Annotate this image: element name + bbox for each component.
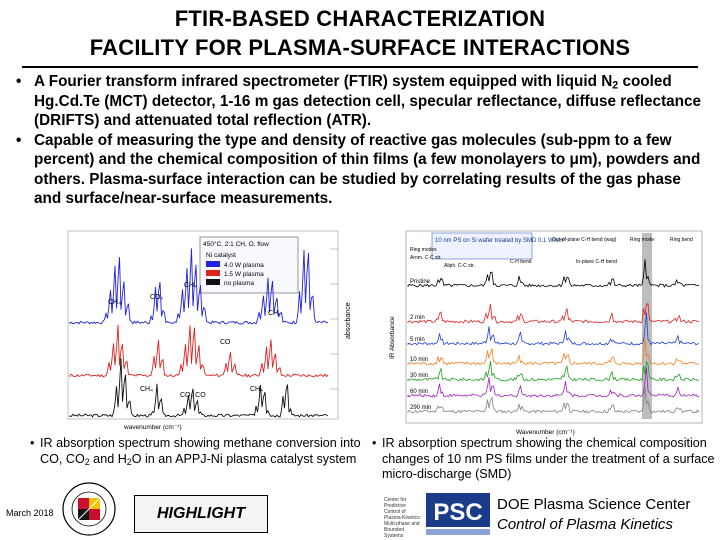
left-caption-e: O in an APPJ-Ni plasma catalyst system <box>131 451 357 466</box>
left-caption-sub-2: 2 <box>126 456 132 467</box>
caption-bullet-icon: • <box>372 436 377 450</box>
ps-trace-label-6: 290 min <box>410 405 431 411</box>
ps-trace-label-4: 30 min <box>410 373 428 379</box>
slide-title: FTIR-BASED CHARACTERIZATION FACILITY FOR… <box>0 4 720 62</box>
ps-film-spectrum-figure: 10 nm PS on Si wafer treated by SMD 0.1 … <box>380 229 710 436</box>
right-spectrum-plot: 10 nm PS on Si wafer treated by SMD 0.1 … <box>389 230 703 436</box>
ps-trace-5 <box>407 367 700 398</box>
left-spectrum-plot: 450°C, 2:1 CH, O, flow Ni catalyst 4.0 W… <box>67 230 352 431</box>
spectrum-trace-no-plasma <box>69 358 329 418</box>
ps-trace-1 <box>407 303 700 324</box>
right-figure-title: 10 nm PS on Si wafer treated by SMD 0.1 … <box>435 238 565 244</box>
right-caption-text: IR absorption spectrum showing the chemi… <box>382 436 715 481</box>
doe-center-name: DOE Plasma Science Center <box>497 496 691 513</box>
band-label-ring-bend: Ring bend <box>670 237 693 243</box>
bullet-2-text: Capable of measuring the type and densit… <box>34 131 701 208</box>
right-figure-title-box <box>431 232 533 260</box>
title-line-2: FACILITY FOR PLASMA-SURFACE INTERACTIONS <box>89 35 631 60</box>
doe-center-subtitle: Control of Plasma Kinetics <box>497 516 673 533</box>
bullet-1-text-a: A Fourier transform infrared spectromete… <box>34 73 613 90</box>
left-y-axis-label: absorbance <box>345 302 352 339</box>
bullet-dot-icon: • <box>16 131 22 149</box>
left-x-axis-label: wavenumber (cm⁻¹) <box>123 424 182 431</box>
ps-trace-0 <box>407 259 700 288</box>
bullet-capabilities: • Capable of measuring the type and dens… <box>10 131 710 209</box>
peak-label-co2-co: CO₂ CO <box>180 392 206 399</box>
spectrum-trace-4w <box>69 248 329 325</box>
right-trace-group <box>407 259 700 414</box>
band-label-inplane: In-plane C-H bend <box>576 259 617 265</box>
ps-trace-label-1: 2 min <box>410 315 425 321</box>
band-label-ch-bend: C-H bend <box>510 259 532 265</box>
psc-logo-text: PSC <box>433 499 482 526</box>
peak-label-ch4-d: CH₄ <box>250 386 263 393</box>
ps-trace-4 <box>407 360 700 382</box>
band-label-arom: Arom. C-C str. <box>410 255 442 261</box>
right-trace-label-group: Pristine 2 min 5 min 10 min 30 min 60 min 290 … <box>410 279 431 411</box>
band-label-aliph: Aliph. C-C str. <box>444 263 475 269</box>
left-legend-item-none: no plasma <box>224 280 254 287</box>
bullet-ftir-system: • A Fourier transform infrared spectrome… <box>10 72 710 131</box>
bullet-1-text-b: cooled Hg.Cd.Te (MCT) detector, 1-16 m g… <box>34 73 702 129</box>
caption-bullet-icon: • <box>30 436 35 450</box>
ps-trace-label-3: 10 min <box>410 357 428 363</box>
left-caption-sub-1: 2 <box>84 456 90 467</box>
right-x-axis-label: Wavenumber (cm⁻¹) <box>516 429 575 436</box>
peak-label-ch2: CH₂ <box>268 310 281 317</box>
bullet-list: • A Fourier transform infrared spectrome… <box>10 72 710 209</box>
title-divider <box>22 66 698 68</box>
slide-date: March 2018 <box>6 508 54 518</box>
cpcbk-center-text: Center for Predictive Control of Plasma … <box>384 497 421 539</box>
ps-trace-label-5: 60 min <box>410 389 428 395</box>
methane-conversion-spectrum-figure: 450°C, 2:1 CH, O, flow Ni catalyst 4.0 W… <box>60 229 360 432</box>
university-of-maryland-seal-icon <box>62 482 116 536</box>
ps-trace-6 <box>407 387 700 414</box>
psc-logo-icon: PSC <box>426 493 490 535</box>
bullet-dot-icon: • <box>16 73 22 90</box>
ps-trace-3 <box>407 338 700 366</box>
left-legend-item-4w: 4.0 W plasma <box>224 262 264 269</box>
title-line-1: FTIR-BASED CHARACTERIZATION <box>174 6 546 31</box>
peak-label-ch4-c: CH₄ <box>140 386 153 393</box>
left-caption-a: IR absorption spectrum showing methane c… <box>40 436 361 466</box>
band-label-ring-mode: Ring mode <box>630 237 654 243</box>
highlight-badge: HIGHLIGHT <box>134 495 268 533</box>
band-label-oop: Out-of-plane C-H bend (wag) <box>552 237 617 243</box>
band-label-ring-modes: Ring modes <box>410 247 437 253</box>
legend-swatch-blue <box>206 261 220 267</box>
peak-label-co: CO <box>220 339 231 346</box>
peak-label-ch4-b: CH₄ <box>184 282 197 289</box>
bullet-1-subscript: 2 <box>612 79 619 92</box>
left-legend-item-catalyst: Ni catalyst <box>206 252 236 259</box>
legend-swatch-black <box>206 279 220 285</box>
left-figure-caption: • IR absorption spectrum showing methane… <box>30 436 370 467</box>
ps-trace-label-2: 5 min <box>410 337 425 343</box>
right-y-axis-label: IR Absorbance <box>389 316 396 359</box>
spectrum-trace-1_5w <box>69 324 329 378</box>
left-caption-c: and H <box>89 451 127 466</box>
ps-trace-label-0: Pristine <box>410 279 431 285</box>
peak-label-co2-a: CO₂ <box>150 294 164 301</box>
left-legend-title: 450°C, 2:1 CH, O, flow <box>203 240 269 248</box>
ps-trace-2 <box>407 312 700 346</box>
peak-label-ch4-a: CH₄ <box>108 299 121 306</box>
legend-swatch-red <box>206 270 220 276</box>
left-legend-item-1_5w: 1.5 W plasma <box>224 271 264 278</box>
right-figure-caption: • IR absorption spectrum showing the che… <box>372 436 720 483</box>
